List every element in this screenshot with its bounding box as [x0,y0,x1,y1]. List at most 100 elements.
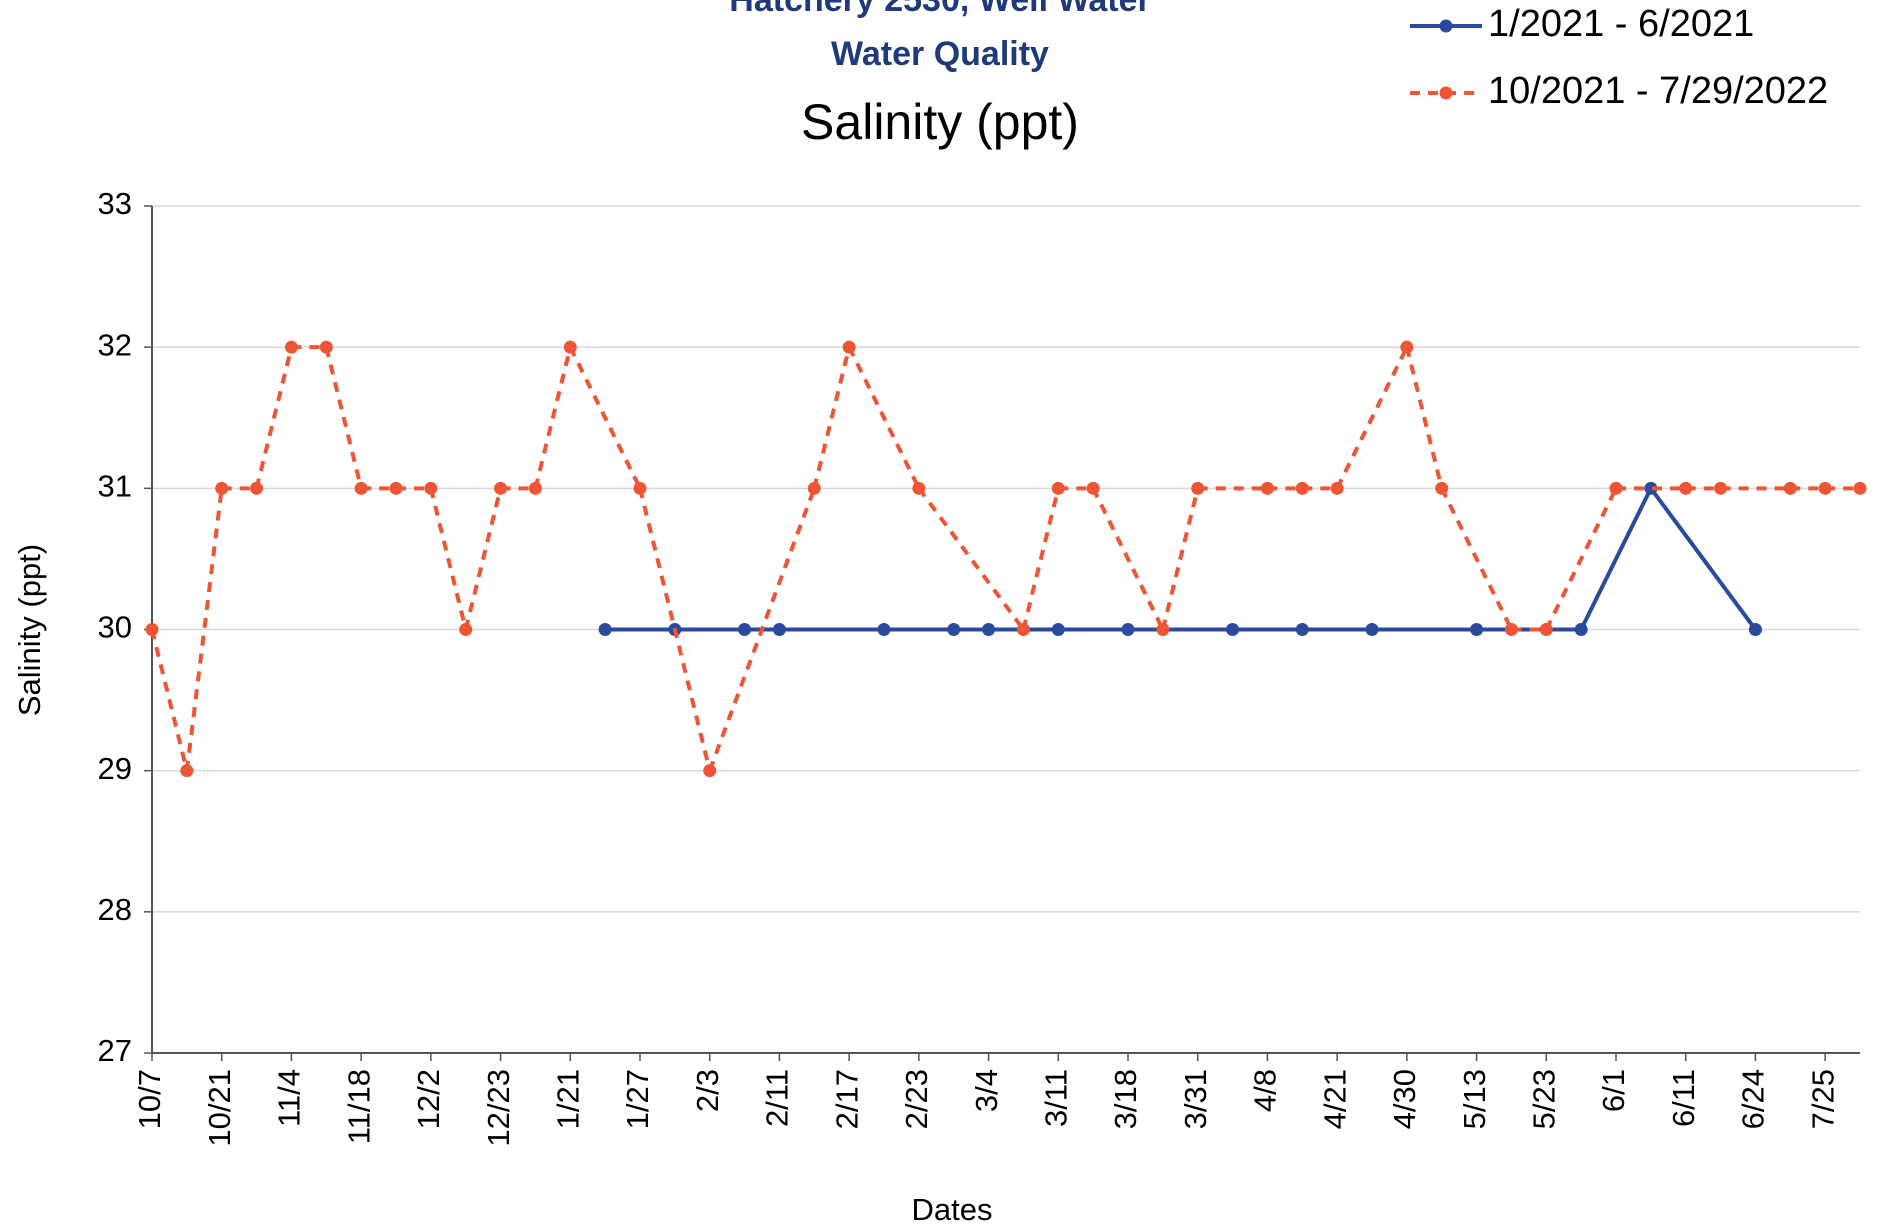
series-segment [568,346,642,490]
data-point [494,481,508,495]
data-point [1260,481,1274,495]
series-segment [428,487,468,630]
data-point [1365,623,1379,636]
x-tick-label: 10/7 [132,1069,167,1129]
data-point [1121,623,1135,636]
x-tick-label: 2/23 [899,1069,934,1129]
x-tick-label: 3/18 [1108,1069,1143,1129]
data-point [1853,481,1867,495]
data-point [1086,481,1100,495]
series-segment [150,629,189,772]
y-axis-label: Salinity (ppt) [12,544,47,716]
y-tick-label: 31 [98,469,132,504]
x-tick-label: 6/1 [1596,1069,1631,1112]
x-tick-label: 3/11 [1038,1069,1073,1127]
x-tick-label: 6/24 [1736,1069,1771,1129]
series-segment [324,346,364,489]
data-point [1295,481,1309,495]
data-point [1574,623,1588,636]
data-point [180,764,194,778]
data-point [1609,481,1623,495]
x-tick-label: 4/8 [1248,1069,1283,1112]
chart-title: Hatchery 2530, Well Water [729,0,1150,19]
data-point [1679,481,1693,495]
data-point [842,340,856,354]
data-point [877,623,891,636]
data-point [1539,623,1553,636]
series-segment [1160,487,1200,630]
data-point [250,481,264,495]
y-tick-label: 27 [98,1033,132,1068]
data-point [947,623,961,636]
series-segment [1404,346,1444,489]
data-point [772,623,786,636]
x-tick-label: 5/13 [1457,1069,1492,1129]
data-point [1818,481,1832,495]
data-point [1504,623,1518,636]
data-point [1226,623,1240,636]
series-segment [1091,487,1165,631]
legend-marker [1439,86,1453,100]
series-segment [638,487,712,772]
data-point [1714,481,1728,495]
data-point [1156,623,1170,636]
data-point [1295,623,1309,636]
x-tick-label: 2/11 [760,1069,795,1127]
x-tick-label: 12/23 [481,1069,516,1147]
y-tick-label: 28 [98,892,132,927]
data-point [1783,481,1797,495]
x-tick-label: 3/4 [969,1069,1004,1112]
data-point [703,764,717,778]
series-segment [812,346,852,489]
x-tick-label: 12/2 [411,1069,446,1129]
series-segment [463,487,503,630]
data-point [598,623,612,636]
x-tick-label: 1/21 [550,1069,585,1129]
data-point [1191,481,1205,495]
data-point [1051,481,1065,495]
series-segment [1335,346,1409,490]
data-point [1330,481,1344,495]
y-tick-label: 30 [98,610,132,645]
data-point [738,623,752,636]
legend-label: 10/2021 - 7/29/2022 [1488,70,1828,112]
series-segment [707,487,817,772]
x-tick-label: 7/25 [1805,1069,1840,1129]
x-tick-label: 10/21 [202,1069,237,1147]
data-point [1435,481,1449,495]
x-tick-label: 3/31 [1178,1069,1213,1129]
y-tick-label: 33 [98,186,132,221]
x-tick-label: 6/11 [1666,1069,1701,1127]
data-point [459,623,473,636]
data-point [1016,623,1030,636]
series-segment [1544,487,1618,631]
x-tick-label: 4/30 [1387,1069,1422,1129]
y-tick-label: 32 [98,327,132,362]
data-point [807,481,821,495]
data-point [389,481,403,495]
data-point [1051,623,1065,636]
chart-heading: Salinity (ppt) [801,94,1079,150]
x-tick-label: 2/17 [829,1069,864,1129]
series-segment [847,346,921,490]
series-segment [1021,487,1061,630]
data-point [1748,623,1762,636]
x-tick-label: 2/3 [690,1069,725,1112]
series-segment [184,488,224,771]
x-tick-label: 5/23 [1526,1069,1561,1129]
data-point [1644,481,1658,495]
data-point [912,481,926,495]
series-segment [1649,487,1758,631]
data-point [563,340,577,354]
data-point [424,481,438,495]
data-point [284,340,298,354]
series-segment [1439,487,1514,631]
data-point [319,340,333,354]
legend-marker [1439,19,1453,33]
data-point [982,623,996,636]
data-point [354,481,368,495]
series-segment [533,346,573,489]
y-tick-label: 29 [98,751,132,786]
series-segment [1579,487,1653,631]
